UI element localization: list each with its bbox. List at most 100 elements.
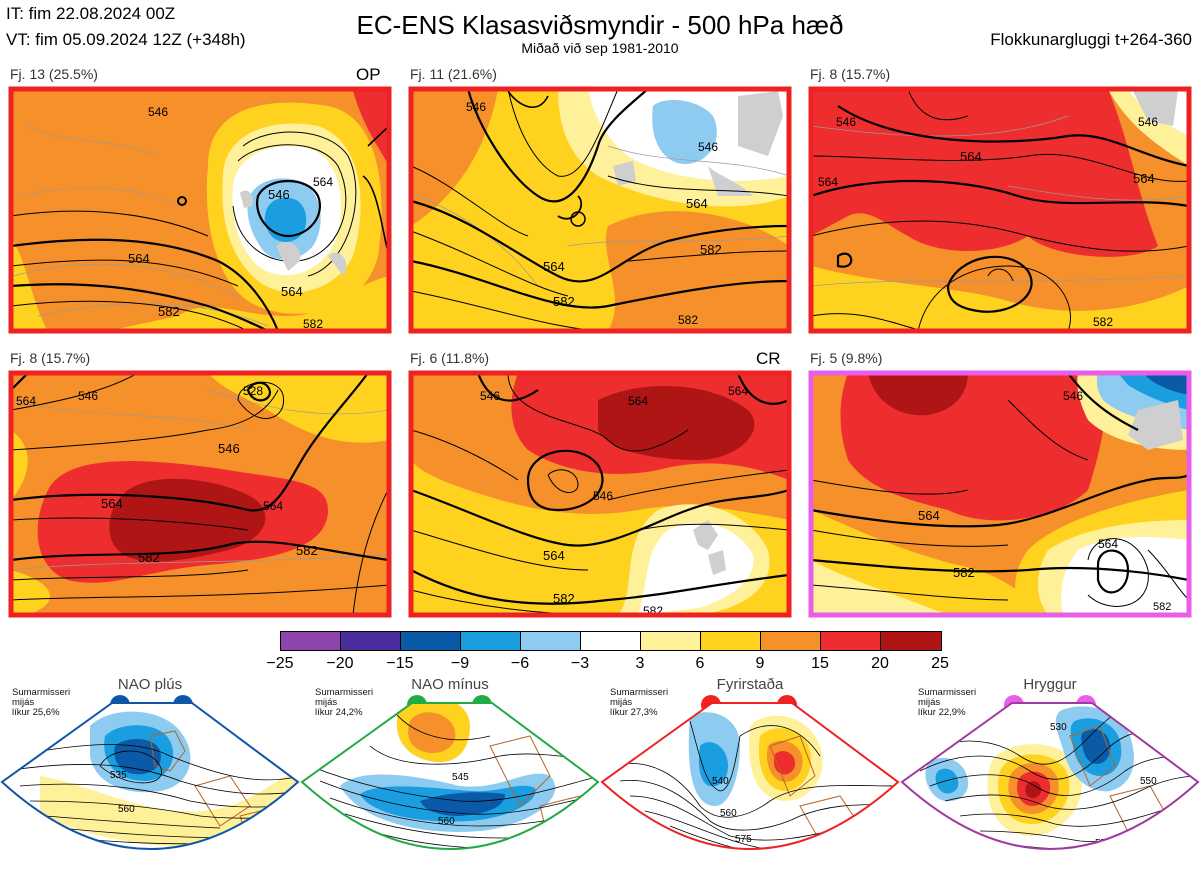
colorbar-bin: [280, 631, 341, 651]
contour-label: 564: [728, 384, 748, 398]
regime-border: [300, 702, 600, 850]
colorbar-bin: [520, 631, 581, 651]
cluster-tag: CR: [756, 349, 781, 368]
colorbar-tick: −25: [266, 655, 294, 672]
contour-label: 564: [1098, 537, 1118, 551]
regime-nao-minus: NAO mínus Sumarmisseri mijás líkur 24,2%…: [300, 676, 600, 871]
cluster-label: Fj. 8 (15.7%): [810, 66, 891, 82]
contour-label: 582: [553, 591, 575, 606]
colorbar-bin: [340, 631, 401, 651]
contour-label: 546: [466, 100, 486, 114]
contour-label: 546: [1063, 389, 1083, 403]
cluster-map: 546 564 582 564 582: [808, 370, 1192, 618]
initial-time: IT: fim 22.08.2024 00Z: [6, 4, 176, 23]
contour-label: 582: [553, 294, 575, 309]
contour-label: 535: [110, 770, 127, 781]
colorbar-tick: −15: [386, 655, 414, 672]
regime-nao-plus: NAO plús Sumarmisseri mijás líkur 25,6% …: [0, 676, 300, 871]
page-title: EC-ENS Klasasviðsmyndir - 500 hPa hæð: [356, 10, 844, 40]
cluster-label: Fj. 13 (25.5%): [10, 66, 98, 82]
contour-label: 560: [118, 804, 135, 815]
cluster-border: [408, 86, 792, 334]
contour-label: 564: [263, 499, 283, 513]
cluster-map: 546 564 546 564 582 582 564: [408, 370, 792, 618]
colorbar-tick: −6: [510, 655, 530, 672]
colorbar-tick: 6: [695, 655, 705, 672]
contour-label: 582: [700, 242, 722, 257]
colorbar-tick: 25: [931, 655, 949, 672]
regime-ridge: Hryggur Sumarmisseri mijás líkur 22,9% 5…: [900, 676, 1200, 871]
cluster-map: 564 546 528 546 564 564 582 582: [8, 370, 392, 618]
cluster-tag: OP: [356, 65, 381, 84]
cluster-panel-6: Fj. 5 (9.8%) 546 564 582 564 582: [808, 350, 1192, 618]
regime-info: Sumarmisseri mijás líkur 22,9%: [918, 687, 977, 718]
regime-map: 545 560 575: [300, 702, 600, 850]
contour-label: 582: [158, 304, 180, 319]
contour-label: 546: [480, 389, 500, 403]
colorbar-bin: [580, 631, 641, 651]
colorbar-tick: 15: [811, 655, 829, 672]
cluster-label: Fj. 6 (11.8%): [410, 350, 490, 366]
cluster-border: [808, 370, 1192, 618]
regime-map: 535 560: [0, 702, 300, 850]
cluster-label: Fj. 11 (21.6%): [410, 66, 497, 82]
regime-name: Fyrirstaða: [716, 676, 784, 693]
page-subtitle: Miðað við sep 1981-2010: [521, 40, 679, 56]
regime-name: Hryggur: [1023, 676, 1077, 693]
contour-label: 530: [1050, 722, 1067, 733]
contour-label: 546: [148, 105, 168, 119]
cluster-panel-4: Fj. 8 (15.7%) 564 546 528 546 564 564 58…: [8, 350, 392, 618]
contour-label: 546: [698, 140, 718, 154]
contour-label: 564: [1133, 171, 1155, 186]
contour-label: 564: [918, 508, 940, 523]
contour-label: 564: [281, 284, 303, 299]
cluster-label: Fj. 5 (9.8%): [810, 350, 883, 366]
regime-border: [900, 702, 1200, 850]
contour-label: 564: [960, 149, 982, 164]
classification-window: Flokkunargluggi t+264-360: [990, 30, 1192, 49]
cluster-panel-1: Fj. 13 (25.5%) OP 546 546 564 564 582 0 …: [8, 65, 392, 334]
contour-label: 564: [818, 175, 838, 189]
cluster-border: [8, 370, 392, 618]
contour-label: 564: [628, 394, 648, 408]
contour-label: 546: [836, 115, 856, 129]
colorbar-tick: −9: [450, 655, 470, 672]
colorbar-tick: −20: [326, 655, 354, 672]
regime-border: [0, 702, 300, 850]
colorbar-bin: [460, 631, 521, 651]
regime-blocking: Fyrirstaða Sumarmisseri mijás líkur 27,3…: [600, 676, 900, 871]
contour-label: 560: [438, 816, 455, 827]
contour-label: 582: [296, 543, 318, 558]
cluster-border: [808, 86, 1192, 334]
contour-label: 546: [78, 389, 98, 403]
cluster-label: Fj. 8 (15.7%): [10, 350, 91, 366]
cluster-border: [408, 370, 792, 618]
colorbar-bin: [820, 631, 881, 651]
contour-label: 564: [16, 394, 36, 408]
contour-label: 564: [543, 259, 565, 274]
cluster-map: 546 546 564 564 582 0 564 582: [8, 86, 392, 334]
contour-label: 582: [1093, 315, 1113, 329]
contour-label: 582: [1153, 601, 1171, 613]
cluster-panel-3: Fj. 8 (15.7%) 546 564 564 564 582 546: [808, 66, 1192, 334]
regime-name: NAO mínus: [411, 676, 489, 693]
anomaly-colorbar: −25 −20 −15 −9 −6 −3 3 6 9 15 20 25: [266, 631, 949, 677]
contour-label: 546: [1138, 115, 1158, 129]
contour-label: 564: [101, 496, 123, 511]
regime-info: Sumarmisseri mijás líkur 27,3%: [610, 687, 669, 718]
contour-label: 546: [268, 187, 290, 202]
valid-time: VT: fim 05.09.2024 12Z (+348h): [6, 30, 246, 49]
regime-border: [600, 702, 900, 850]
regime-map: 540 560 575: [600, 702, 900, 850]
regime-info: Sumarmisseri mijás líkur 24,2%: [315, 687, 374, 718]
contour-label: 564: [128, 251, 150, 266]
regime-map: 530 550 575: [900, 702, 1200, 850]
contour-label: 582: [138, 550, 160, 565]
colorbar-tick: −3: [570, 655, 590, 672]
colorbar-bin: [760, 631, 821, 651]
contour-label: 560: [720, 808, 737, 819]
regime-name: NAO plús: [117, 676, 183, 693]
contour-label: 582: [303, 317, 323, 331]
colorbar-bin: [400, 631, 461, 651]
colorbar-tick: 9: [755, 655, 765, 672]
